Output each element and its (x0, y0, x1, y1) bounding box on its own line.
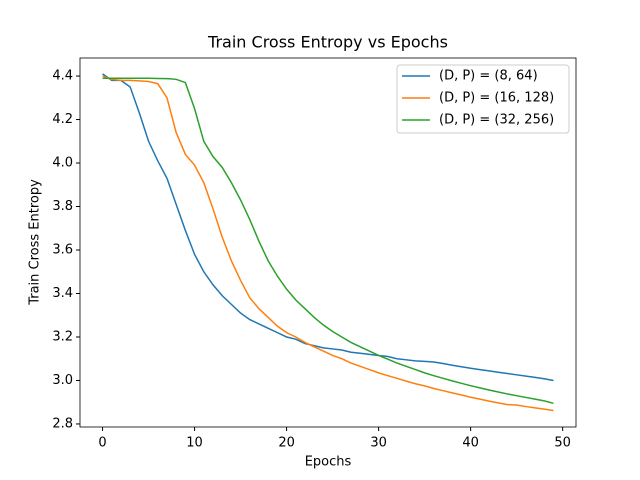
y-tick-label: 3.8 (52, 199, 73, 214)
chart-title: Train Cross Entropy vs Epochs (207, 33, 448, 52)
y-tick-label: 3.2 (52, 329, 73, 344)
y-tick-label: 3.0 (52, 373, 73, 388)
data-line (102, 73, 554, 382)
x-tick-label: 40 (462, 436, 479, 451)
y-tick-label: 4.0 (52, 156, 73, 171)
x-tick-label: 50 (554, 436, 571, 451)
x-axis-label: Epochs (305, 455, 352, 470)
legend-label: (D, P) = (32, 256) (439, 113, 554, 128)
y-tick-label: 4.4 (52, 69, 73, 84)
legend-box (396, 64, 570, 134)
x-tick-label: 20 (278, 436, 295, 451)
plot-frame (79, 57, 577, 428)
x-tick-label: 10 (186, 436, 203, 451)
data-line (102, 77, 554, 405)
x-tick-label: 0 (98, 436, 106, 451)
data-line (102, 75, 554, 412)
y-tick-label: 3.4 (52, 286, 73, 301)
y-tick-label: 3.6 (52, 243, 73, 258)
x-tick-label: 30 (370, 436, 387, 451)
legend-label: (D, P) = (16, 128) (439, 91, 554, 106)
y-tick-label: 4.2 (52, 112, 73, 127)
y-tick-label: 2.8 (52, 416, 73, 431)
y-axis-label: Train Cross Entropy (28, 179, 43, 306)
legend-label: (D, P) = (8, 64) (439, 69, 538, 84)
